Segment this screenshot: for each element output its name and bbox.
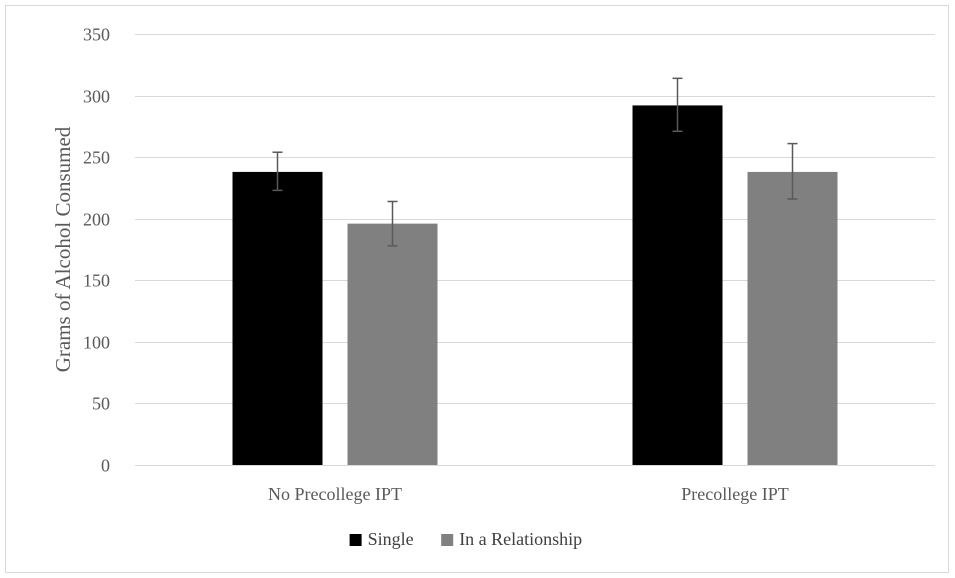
y-axis-title: Grams of Alcohol Consumed — [51, 126, 75, 372]
y-tick-label: 0 — [101, 456, 110, 476]
legend-item-single: Single — [349, 529, 414, 549]
x-category-label: Precollege IPT — [681, 484, 788, 504]
y-tick-label: 100 — [83, 333, 110, 353]
error-bars — [272, 77, 798, 247]
error-bar-single-0 — [272, 151, 283, 192]
y-tick-label: 300 — [83, 87, 110, 107]
legend-swatch — [441, 534, 454, 546]
legend-label: Single — [368, 529, 414, 549]
bar-single-1 — [632, 105, 723, 466]
legend-item-in-a-relationship: In a Relationship — [441, 529, 582, 549]
bar-in-a-relationship-1 — [747, 171, 838, 466]
bar-single-0 — [232, 171, 323, 466]
y-tick-label: 150 — [83, 271, 110, 291]
legend-swatch — [349, 534, 362, 546]
y-axis-ticks: 0 50 100 150 200 250 300 350 — [83, 25, 110, 476]
y-tick-label: 50 — [92, 394, 110, 414]
y-tick-label: 250 — [83, 148, 110, 168]
y-tick-label: 350 — [83, 25, 110, 45]
legend: Single In a Relationship — [349, 529, 582, 549]
error-bar-in-a-relationship-0 — [387, 200, 398, 247]
error-bar-single-1 — [672, 77, 683, 133]
bars — [232, 105, 838, 466]
error-bar-in-a-relationship-1 — [787, 142, 798, 200]
legend-label: In a Relationship — [459, 529, 582, 549]
y-tick-label: 200 — [83, 210, 110, 230]
x-category-label: No Precollege IPT — [268, 484, 402, 504]
bar-in-a-relationship-0 — [347, 223, 438, 465]
x-axis-ticks: No Precollege IPT Precollege IPT — [268, 484, 789, 504]
